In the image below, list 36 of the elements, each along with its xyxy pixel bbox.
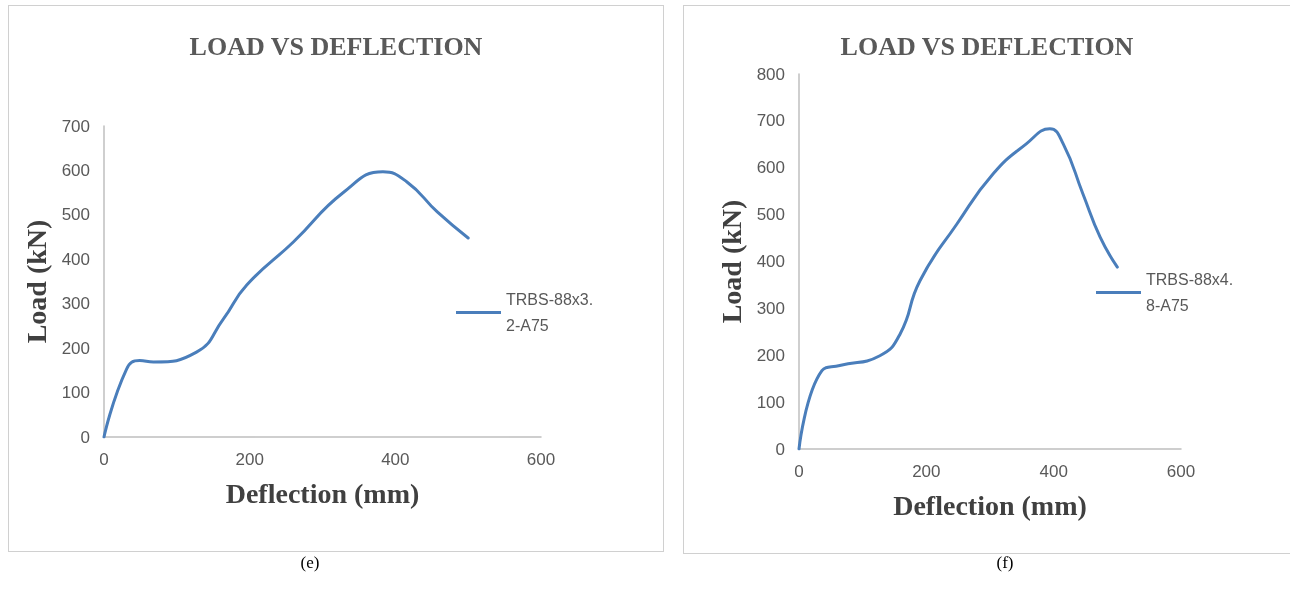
y-tick-label: 100 <box>61 383 90 403</box>
y-tick-label: 600 <box>61 160 90 180</box>
x-tick-label: 600 <box>1166 462 1196 481</box>
legend-label: TRBS-88x4.8-A75 <box>1146 271 1234 314</box>
y-tick-label: 500 <box>756 205 785 225</box>
text: (e) <box>299 553 321 573</box>
chart-title: LOAD VS DEFLECTION <box>840 31 1134 61</box>
x-tick-label: 0 <box>794 462 804 481</box>
y-tick-label: 300 <box>756 298 785 318</box>
y-tick-label: 0 <box>80 427 90 447</box>
legend-label: TRBS-88x3.2-A75 <box>506 291 594 334</box>
x-tick-label: 400 <box>1039 462 1068 481</box>
x-tick-label: 400 <box>381 450 410 469</box>
y-tick-label: 300 <box>61 294 90 314</box>
line-series <box>102 170 470 439</box>
y-tick-label: 500 <box>61 205 90 225</box>
text: (f) <box>995 553 1015 573</box>
y-tick-label: 800 <box>756 64 785 84</box>
x-tick-label: 200 <box>912 462 941 481</box>
y-axis-title: Load (kN) <box>716 199 748 324</box>
y-tick-label: 100 <box>756 392 785 412</box>
y-tick-label: 400 <box>756 252 785 271</box>
y-axis-title: Load (kN) <box>21 219 53 344</box>
x-tick-label: 600 <box>526 450 556 469</box>
y-tick-label: 700 <box>61 116 90 136</box>
x-axis-title: Deflection (mm) <box>893 489 1087 521</box>
line-series <box>797 127 1119 451</box>
y-tick-label: 700 <box>756 111 785 131</box>
x-axis-title: Deflection (mm) <box>225 477 420 509</box>
x-tick-label: 200 <box>235 450 264 469</box>
y-tick-label: 200 <box>756 345 785 365</box>
y-tick-label: 600 <box>756 158 785 178</box>
y-tick-label: 400 <box>61 249 90 269</box>
chart-title: LOAD VS DEFLECTION <box>189 31 483 61</box>
y-tick-label: 200 <box>61 338 90 358</box>
x-tick-label: 0 <box>99 450 109 469</box>
